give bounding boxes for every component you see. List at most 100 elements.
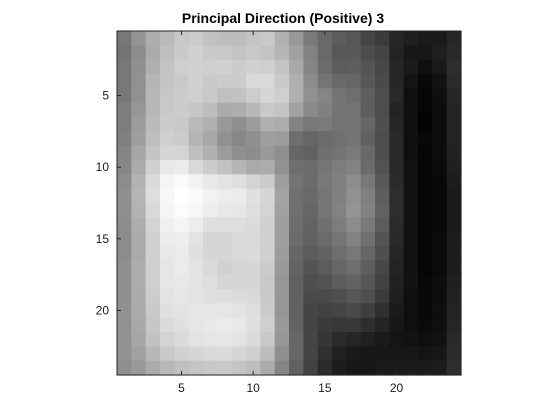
heatmap-cell [188,260,204,276]
x-tick-label: 15 [318,381,332,395]
heatmap-cell [145,260,161,276]
heatmap-cell [160,260,175,276]
heatmap-cell [131,203,147,218]
heatmap-cell [346,88,362,104]
heatmap-cell [174,360,190,376]
heatmap-cell [131,332,147,347]
heatmap-cell [432,102,448,118]
heatmap-cell [131,74,147,89]
heatmap-cell [160,117,175,132]
heatmap-cell [260,217,276,233]
heatmap-cell [160,346,175,362]
heatmap-cell [289,274,304,290]
heatmap-cell [432,117,448,132]
heatmap-cell [160,246,175,261]
heatmap-cell [375,102,390,118]
heatmap-cell [203,45,218,61]
heatmap-cell [346,317,362,333]
heatmap-cell [274,160,290,175]
heatmap-cell [332,102,347,118]
heatmap-cell [346,74,362,89]
heatmap-cell [260,88,276,104]
heatmap-cell [231,174,247,190]
heatmap-cell [389,289,405,304]
heatmap-cell [174,160,190,175]
heatmap-cell [389,360,405,376]
heatmap-cell [117,102,132,118]
heatmap-cell [403,45,419,61]
heatmap-cell [174,59,190,75]
heatmap-cell [360,346,376,362]
heatmap-cell [289,360,304,376]
heatmap-cell [274,174,290,190]
heatmap-cell [418,188,433,204]
heatmap-cell [389,88,405,104]
heatmap-cell [260,102,276,118]
heatmap-cell [260,346,276,362]
heatmap-cell [203,303,218,319]
heatmap-cell [403,131,419,147]
heatmap-cell [174,260,190,276]
heatmap-cell [246,360,261,376]
heatmap-cell [289,74,304,89]
heatmap-cell [375,231,390,247]
heatmap-cell [188,346,204,362]
heatmap-cell [117,45,132,61]
heatmap-cell [174,74,190,89]
heatmap-cell [303,217,319,233]
heatmap-cell [403,246,419,261]
heatmap-cell [289,203,304,218]
heatmap-cell [446,188,462,204]
heatmap-cell [389,303,405,319]
heatmap-cell [246,188,261,204]
heatmap-cell [360,131,376,147]
heatmap-cell [260,203,276,218]
heatmap-cell [403,74,419,89]
heatmap-cell [303,203,319,218]
heatmap-cell [346,59,362,75]
heatmap-cell [274,59,290,75]
heatmap-cell [332,346,347,362]
heatmap-cell [432,289,448,304]
heatmap-cell [231,88,247,104]
heatmap-cell [260,231,276,247]
heatmap-cell [117,174,132,190]
heatmap-cell [332,303,347,319]
heatmap-cell [188,231,204,247]
heatmap-cell [117,117,132,132]
heatmap-cell [274,74,290,89]
heatmap-cell [246,59,261,75]
heatmap-cell [389,260,405,276]
heatmap-cell [174,203,190,218]
heatmap-cell [217,332,233,347]
heatmap-cell [403,174,419,190]
heatmap-cell [303,160,319,175]
heatmap-cell [446,289,462,304]
heatmap-cell [346,203,362,218]
heatmap-cell [389,274,405,290]
heatmap-cell [131,346,147,362]
heatmap-cell [389,131,405,147]
heatmap-cell [332,131,347,147]
heatmap-cell [346,303,362,319]
heatmap-cell [360,74,376,89]
heatmap-cell [145,246,161,261]
heatmap-cell [360,188,376,204]
heatmap-cell [188,246,204,261]
heatmap-cell [217,217,233,233]
heatmap-cell [389,246,405,261]
heatmap-cell [332,231,347,247]
heatmap-cell [188,188,204,204]
heatmap-cell [217,246,233,261]
heatmap-cell [260,160,276,175]
heatmap-cell [217,303,233,319]
heatmap-cell [160,289,175,304]
heatmap-cell [346,231,362,247]
heatmap-cell [289,188,304,204]
heatmap-cell [274,274,290,290]
heatmap-cell [260,31,276,46]
heatmap-cell [231,59,247,75]
axes: 5 10 15 20 5 10 15 20 [96,30,462,395]
heatmap-cell [246,102,261,118]
heatmap-cell [289,217,304,233]
